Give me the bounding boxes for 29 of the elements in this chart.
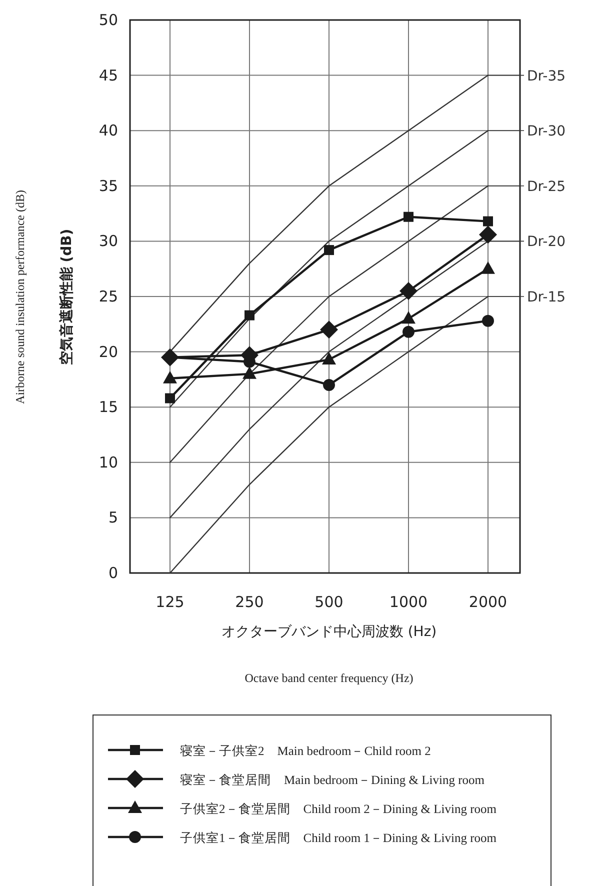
y-tick-label: 20	[98, 342, 118, 361]
text: Airborne sound insulation performance (dB)	[13, 190, 27, 404]
legend-label: 子供室2－食堂居間 Child room 2－Dining & Living room	[180, 801, 497, 816]
x-tick-label: 250	[235, 593, 264, 611]
y-tick-label: 35	[98, 176, 118, 195]
x-tick-label: 2000	[468, 593, 508, 611]
legend-label: Dr-20	[527, 234, 566, 250]
x-tick-label: 125	[156, 593, 184, 611]
y-tick-label: 45	[98, 66, 118, 84]
legend-label: Dr-25	[527, 178, 566, 195]
y-tick-label: 40	[98, 122, 118, 140]
y-tick-label: 25	[98, 288, 118, 306]
y-tick-label: 0	[108, 564, 118, 582]
x-tick-label: 500	[314, 593, 344, 611]
legend-label: 寝室－食堂居間 Main bedroom－Dining & Living room	[180, 772, 485, 787]
legend-label: Dr-30	[527, 124, 566, 140]
x-axis-title: オクターブバンド中心周波数 (Hz)	[221, 624, 437, 640]
legend-label: 寝室－子供室2 Main bedroom－Child room 2	[180, 743, 431, 758]
x-tick-label: 1000	[389, 593, 428, 611]
y-tick-label: 50	[98, 11, 118, 29]
y-tick-label: 15	[98, 398, 118, 416]
legend-label: 子供室1－食堂居間 Child room 1－Dining & Living room	[180, 830, 497, 845]
y-tick-label: 5	[108, 508, 118, 527]
legend-label: Dr-35	[527, 68, 566, 84]
y-tick-label: 30	[98, 232, 118, 250]
legend-label: Dr-15	[527, 290, 566, 306]
text: Octave band center frequency (Hz)	[244, 671, 414, 685]
y-tick-label: 10	[98, 453, 118, 472]
y-axis-title: 空気音遮断性能 (dB)	[58, 228, 75, 366]
